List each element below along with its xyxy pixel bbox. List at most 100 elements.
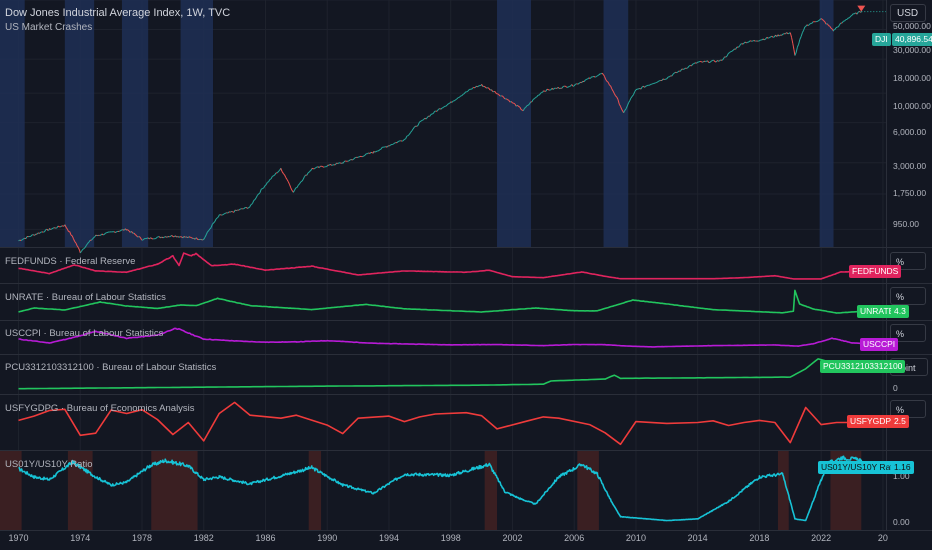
dji-price-segment — [70, 234, 73, 237]
dji-price-segment — [339, 162, 342, 164]
dji-price-segment — [238, 208, 241, 211]
dji-price-segment — [598, 73, 601, 76]
dji-price-segment — [276, 171, 279, 174]
dji-price-segment — [720, 59, 723, 61]
dji-price-segment — [826, 23, 829, 26]
dji-price-segment — [284, 174, 287, 178]
dji-price-segment — [272, 175, 274, 177]
dji-price-segment — [209, 227, 212, 230]
dji-price-segment — [204, 234, 207, 238]
dji-price-segment — [410, 130, 413, 133]
dji-price-segment — [764, 38, 766, 41]
dji-price-segment — [286, 179, 289, 183]
y-tick-label: 0 — [893, 383, 898, 393]
crash-band — [180, 0, 214, 247]
dji-price-segment — [483, 85, 486, 88]
dji-price-segment — [762, 38, 765, 41]
dji-price-segment — [498, 94, 501, 97]
dji-price-segment — [791, 37, 794, 44]
dji-price-segment — [254, 197, 257, 200]
dji-price-segment — [857, 10, 860, 13]
dji-price-segment — [503, 97, 506, 100]
dji-price-segment — [575, 83, 577, 85]
dji-price-segment — [127, 229, 130, 232]
dji-price-segment — [166, 236, 169, 238]
dji-price-segment — [477, 85, 480, 88]
dji-price-segment — [301, 179, 304, 182]
dji-price-segment — [321, 165, 324, 168]
dji-price-segment — [343, 160, 346, 163]
dji-price-segment — [587, 77, 590, 80]
dji-price-segment — [30, 234, 33, 237]
dji-price-segment — [79, 250, 82, 254]
dji-price-segment — [139, 236, 142, 240]
dji-price-segment — [302, 176, 305, 180]
dji-price-segment — [431, 112, 434, 115]
dji-price-segment — [771, 35, 774, 38]
dji-price-segment — [438, 108, 440, 110]
dji-price-segment — [466, 90, 469, 93]
dji-price-segment — [253, 199, 256, 201]
dji-price-segment — [52, 227, 55, 229]
dji-price-segment — [583, 79, 586, 82]
dji-price-segment — [364, 153, 367, 156]
unit-selector-unrate[interactable]: % — [890, 287, 926, 305]
dji-price-segment — [552, 87, 555, 90]
x-tick-label: 1970 — [8, 533, 29, 543]
dji-price-segment — [118, 230, 121, 232]
dji-price-segment — [205, 231, 208, 235]
dji-price-segment — [158, 236, 161, 239]
dji-price-segment — [161, 236, 164, 239]
dji-price-segment — [160, 236, 163, 239]
dji-price-segment — [259, 189, 262, 193]
dji-price-segment — [561, 86, 564, 89]
dji-price-segment — [738, 43, 742, 47]
dji-price-segment — [799, 36, 802, 40]
dji-price-segment — [23, 237, 25, 240]
dji-price-segment — [136, 235, 139, 238]
last-value-dji: 40,896.54 — [892, 33, 932, 46]
unit-selector-fedfunds[interactable]: % — [890, 252, 926, 270]
dji-price-segment — [46, 228, 49, 231]
dji-price-segment — [230, 210, 232, 213]
dji-price-segment — [174, 235, 177, 238]
dji-price-segment — [610, 85, 613, 90]
dji-price-segment — [657, 80, 660, 83]
dji-price-segment — [524, 106, 527, 109]
dji-price-segment — [424, 117, 427, 120]
dji-price-segment — [326, 164, 329, 167]
dji-price-segment — [609, 84, 611, 87]
series-tag-usccpi: USCCPI — [860, 338, 899, 351]
dji-price-segment — [844, 19, 847, 22]
dji-price-segment — [315, 166, 318, 169]
dji-price-segment — [379, 148, 382, 151]
unit-selector-usccpi[interactable]: % — [890, 324, 926, 342]
dji-price-segment — [807, 24, 810, 27]
dji-price-segment — [726, 53, 729, 57]
dji-price-segment — [73, 238, 76, 242]
currency-button[interactable]: USD — [890, 4, 926, 22]
dji-price-segment — [92, 237, 95, 240]
dji-price-segment — [113, 231, 116, 233]
dji-price-segment — [422, 119, 424, 121]
dji-price-segment — [611, 88, 614, 92]
dji-price-segment — [631, 94, 634, 97]
dji-price-segment — [164, 236, 166, 238]
dji-price-segment — [494, 91, 497, 95]
dji-price-segment — [34, 233, 37, 236]
dji-price-segment — [742, 42, 745, 45]
dji-price-segment — [264, 184, 267, 187]
pcu-series-line — [18, 358, 862, 390]
dji-price-segment — [589, 76, 592, 79]
y-tick-label: 50,000.00 — [893, 21, 931, 31]
dji-price-segment — [513, 102, 516, 105]
dji-price-segment — [155, 237, 158, 240]
inversion-band — [484, 451, 498, 530]
dji-price-segment — [268, 179, 271, 183]
dji-price-segment — [532, 98, 535, 100]
dji-price-segment — [615, 95, 618, 98]
dji-price-segment — [307, 171, 310, 174]
dji-price-segment — [287, 181, 291, 185]
